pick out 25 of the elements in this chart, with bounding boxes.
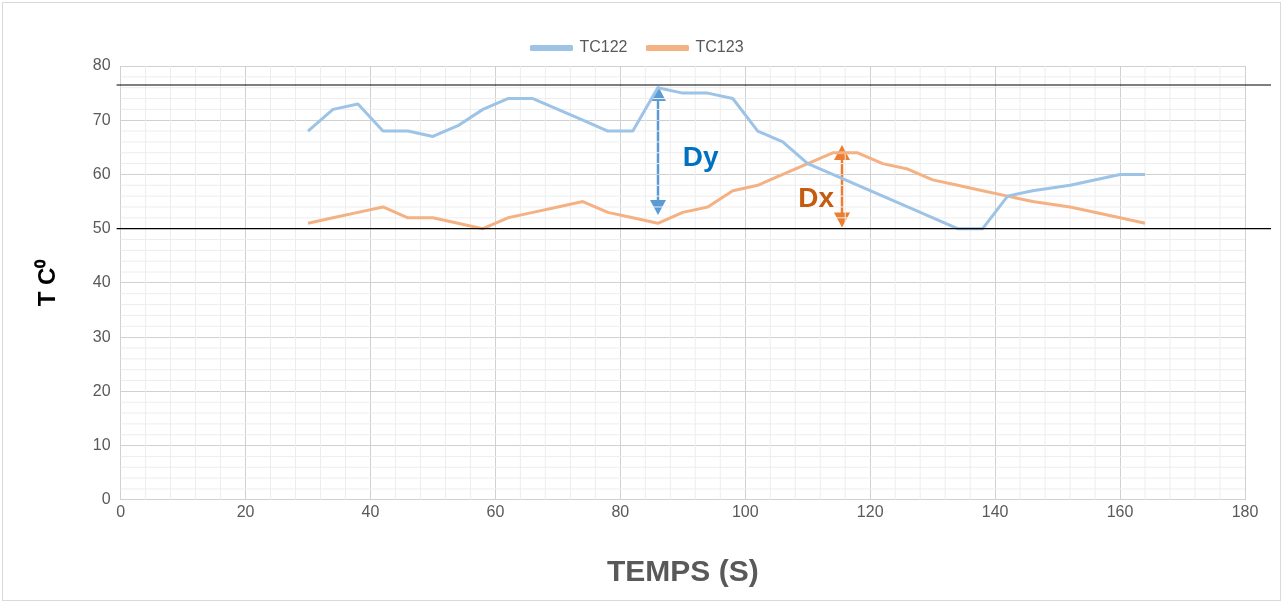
annotation: Dy [682, 140, 720, 172]
y-tick-label: 80 [92, 56, 111, 74]
y-axis-title: T C⁰ [33, 258, 61, 307]
y-tick-label: 60 [92, 164, 111, 182]
legend-label: TC122 [579, 38, 628, 56]
y-tick-label: 20 [92, 381, 111, 399]
annotation: Dx [798, 181, 835, 213]
legend-label: TC123 [695, 38, 744, 56]
x-tick-label: 0 [116, 502, 126, 520]
x-tick-label: 80 [611, 502, 630, 520]
y-tick-label: 30 [92, 327, 111, 345]
y-tick-label: 40 [92, 273, 111, 291]
x-tick-label: 180 [1231, 502, 1259, 520]
x-tick-label: 100 [731, 502, 759, 520]
x-tick-label: 160 [1106, 502, 1134, 520]
x-tick-label: 40 [361, 502, 380, 520]
y-tick-label: 50 [92, 219, 111, 237]
x-tick-label: 120 [856, 502, 884, 520]
x-tick-label: 20 [236, 502, 255, 520]
y-tick-label: 10 [92, 435, 111, 453]
x-tick-label: 60 [486, 502, 505, 520]
x-tick-label: 140 [981, 502, 1009, 520]
x-axis-title: TEMPS (S) [606, 554, 759, 588]
y-tick-label: 70 [92, 110, 111, 128]
y-tick-label: 0 [101, 490, 111, 508]
